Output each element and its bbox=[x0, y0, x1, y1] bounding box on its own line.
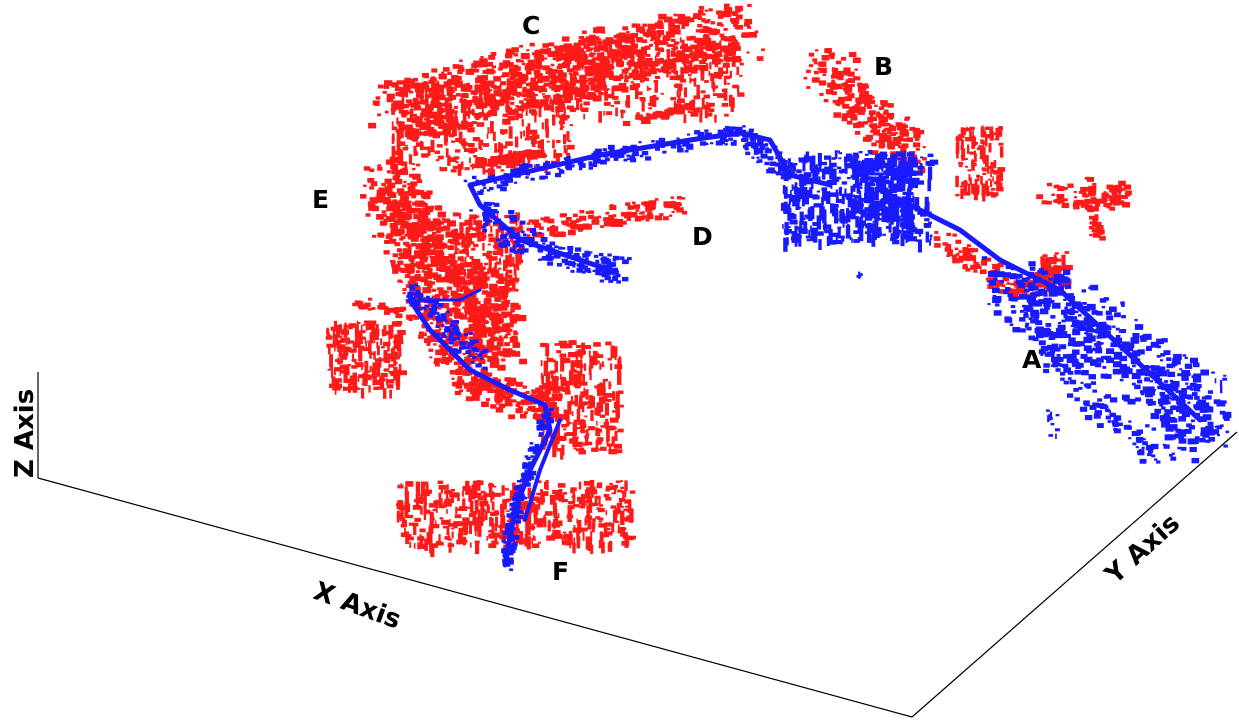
region-label-c: C bbox=[522, 11, 540, 40]
region-label-a: A bbox=[1022, 345, 1042, 374]
map-point-cloud bbox=[325, 3, 1132, 558]
y-axis-line bbox=[911, 431, 1238, 718]
z-axis-label: Z Axis bbox=[10, 389, 40, 478]
x-axis-label: X Axis bbox=[310, 576, 405, 635]
x-axis-line bbox=[37, 477, 913, 718]
axis-frame bbox=[37, 372, 1238, 718]
trajectory-point-cloud bbox=[405, 125, 1232, 572]
region-label-f: F bbox=[552, 557, 569, 586]
region-label-b: B bbox=[874, 52, 893, 81]
region-label-d: D bbox=[692, 222, 713, 251]
y-axis-label: Y Axis bbox=[1099, 508, 1186, 591]
region-label-e: E bbox=[312, 185, 329, 214]
